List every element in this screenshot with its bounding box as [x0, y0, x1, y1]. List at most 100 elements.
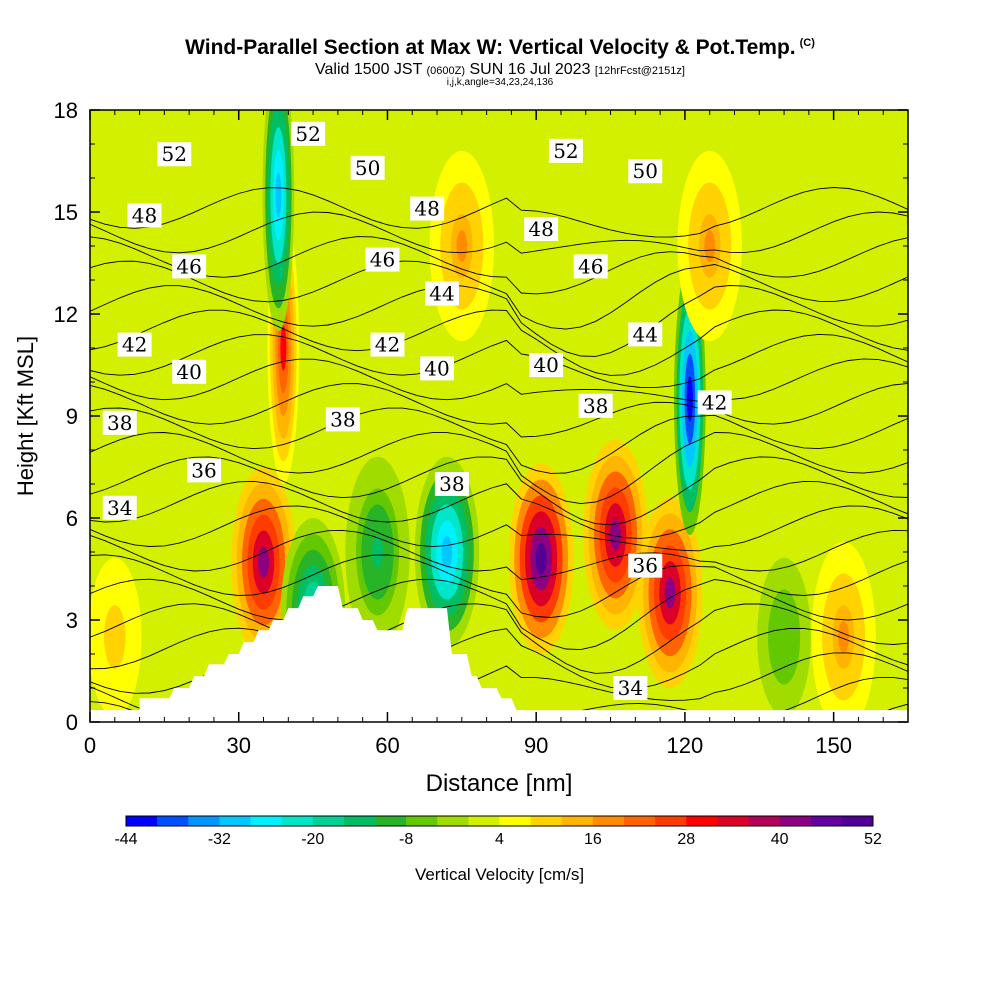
theta-label: 34	[613, 676, 648, 700]
theta-label-box	[573, 254, 608, 279]
colorbar-swatch	[624, 816, 656, 826]
x-tick-label: 150	[815, 733, 852, 758]
velocity-contour-band	[778, 621, 790, 653]
colorbar-tick-label: 4	[495, 831, 504, 848]
colorbar-swatch	[592, 816, 625, 826]
x-tick-label: 30	[226, 733, 250, 758]
theta-label-box	[325, 407, 360, 432]
terrain-base	[90, 710, 908, 722]
theta-label-box	[102, 410, 137, 435]
theta-label-text: 48	[414, 197, 439, 221]
isentrope-line	[90, 578, 908, 651]
isentrope-line	[90, 333, 908, 389]
colorbar-swatch	[655, 816, 687, 826]
velocity-cell	[751, 541, 817, 722]
x-tick-label: 90	[524, 733, 548, 758]
theta-label: 36	[187, 458, 222, 483]
theta-label-text: 52	[553, 139, 578, 163]
velocity-contour-band	[838, 621, 849, 653]
isentrope-line	[90, 382, 908, 438]
theta-label-box	[548, 138, 583, 163]
theta-label-box	[350, 155, 385, 180]
colorbar-swatch	[437, 816, 469, 826]
isentrope-line	[90, 285, 908, 357]
velocity-contour-band	[610, 519, 621, 551]
theta-label: 46	[573, 254, 608, 279]
y-tick-label: 3	[66, 608, 78, 633]
isentrope-line	[90, 432, 908, 505]
isentrope-line	[90, 505, 908, 552]
theta-label-text: 46	[578, 254, 603, 278]
velocity-contour-band	[686, 376, 693, 422]
theta-label-text: 52	[162, 142, 187, 166]
isentrope-line	[90, 260, 908, 330]
theta-label-text: 50	[633, 159, 658, 183]
velocity-cell	[345, 456, 410, 648]
theta-label-box	[628, 553, 663, 578]
velocity-cell	[811, 541, 876, 722]
colorbar-swatch	[686, 816, 718, 826]
theta-label: 48	[524, 217, 559, 241]
isentrope-line	[90, 529, 908, 581]
theta-label-box	[628, 322, 663, 347]
isentrope-line	[90, 187, 908, 238]
grid-info: i,j,k,angle=34,23,24,136	[446, 77, 554, 88]
colorbar-tick-label: -8	[399, 831, 413, 848]
theta-label: 46	[172, 254, 207, 279]
theta-label: 52	[548, 138, 583, 163]
y-axis-label: Height [Kft MSL]	[13, 336, 38, 496]
theta-label-box	[420, 356, 455, 381]
theta-label-text: 38	[330, 407, 355, 431]
theta-label-box	[172, 254, 207, 279]
colorbar-swatch	[343, 816, 376, 826]
theta-label-text: 44	[633, 322, 658, 346]
theta-label: 50	[350, 155, 385, 180]
colorbar-swatch	[530, 816, 563, 826]
theta-label-box	[102, 495, 137, 520]
theta-label: 40	[529, 353, 564, 377]
velocity-contour-band	[456, 230, 468, 262]
theta-label-box	[172, 359, 207, 384]
colorbar-swatch	[810, 816, 843, 826]
theta-label-text: 38	[107, 411, 132, 435]
theta-label: 40	[172, 359, 207, 384]
theta-label: 44	[628, 322, 663, 347]
theta-label: 44	[424, 281, 459, 306]
y-tick-label: 9	[66, 404, 78, 429]
velocity-contour-band	[109, 621, 121, 653]
theta-label-box	[157, 142, 192, 167]
x-tick-label: 0	[84, 733, 96, 758]
theta-label: 48	[410, 196, 445, 221]
isentrope-line	[90, 456, 908, 526]
theta-label: 40	[420, 356, 455, 381]
theta-label-text: 46	[370, 248, 395, 272]
theta-label-box	[370, 332, 405, 357]
theta-label: 52	[157, 142, 192, 167]
theta-label-box	[628, 159, 663, 184]
velocity-cell	[262, 110, 295, 331]
theta-label: 38	[102, 410, 137, 435]
theta-label-box	[127, 203, 162, 228]
theta-label-text: 40	[424, 356, 449, 380]
isentrope-line	[90, 627, 908, 690]
theta-label-text: 52	[295, 122, 320, 146]
velocity-contour-band	[275, 172, 282, 218]
colorbar: -44 -32 -20 -8 4 16 28 40 52 Vertical Velocity [c…	[114, 815, 882, 884]
copyright-mark: (C)	[799, 37, 815, 49]
colorbar-tick-label: -20	[301, 831, 324, 848]
colorbar-swatch	[126, 816, 158, 826]
y-tick-label: 18	[54, 98, 78, 123]
theta-label: 48	[127, 203, 162, 228]
colorbar-tick-label: 16	[584, 831, 602, 848]
chart-title-text: Wind-Parallel Section at Max W: Vertical…	[185, 36, 796, 59]
y-tick-label: 0	[66, 710, 78, 735]
colorbar-frame	[125, 815, 874, 827]
y-tick-label: 15	[54, 200, 78, 225]
colorbar-swatch	[312, 816, 345, 826]
chart-title: Wind-Parallel Section at Max W: Vertical…	[0, 36, 1000, 60]
colorbar-tick-label: 52	[864, 831, 882, 848]
theta-label-box	[529, 353, 564, 377]
colorbar-swatch	[250, 816, 283, 826]
x-axis-label: Distance [nm]	[426, 770, 573, 797]
velocity-contour-band	[372, 536, 383, 568]
